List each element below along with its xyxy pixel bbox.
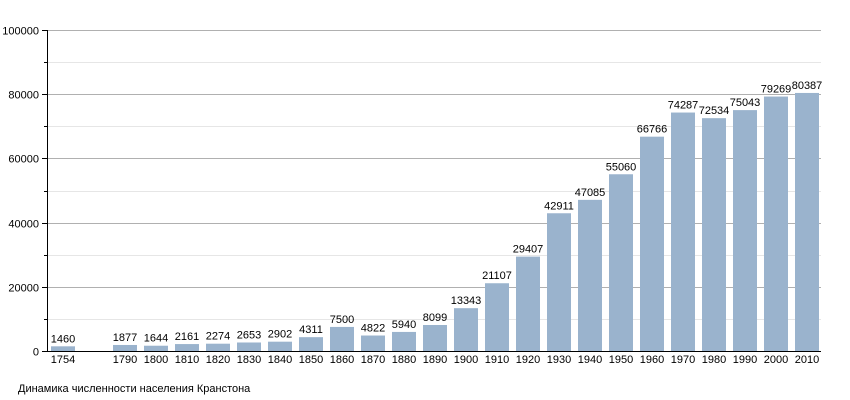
x-tick-label-1790: 1790 [113,354,137,366]
data-label-1890: 8099 [423,312,447,324]
x-tick-label-1920: 1920 [516,354,540,366]
bar-1980 [702,118,726,351]
data-label-1910: 21107 [482,270,512,282]
data-label-1980: 72534 [699,105,730,117]
data-label-1970: 74287 [668,100,699,112]
y-tick-label: 60000 [8,154,39,166]
x-tick-label-1960: 1960 [640,354,664,366]
bar-1850 [299,337,323,351]
chart-caption: Динамика численности населения Кранстона [18,383,251,395]
data-label-1810: 2161 [175,331,199,343]
data-label-1870: 4822 [361,323,385,335]
bar-1840 [268,341,292,351]
y-tick-label: 100000 [2,26,39,38]
axes: 0 20000 40000 60000 80000 100000 1754 1790 1800 1… [2,26,821,366]
bar-1960 [640,136,664,351]
data-label-1830: 2653 [237,329,261,341]
bar-1830 [237,342,261,351]
bar-1860 [330,326,354,351]
bar-1810 [175,344,199,351]
bar-1890 [423,325,447,351]
x-tick-label-1950: 1950 [609,354,633,366]
bar-1870 [361,335,385,351]
y-tick-label: 40000 [8,219,39,231]
data-label-1754: 1460 [51,333,75,345]
data-label-1920: 29407 [513,244,544,256]
bar-1920 [516,256,540,351]
bar-2000 [764,96,788,351]
bar-1900 [454,308,478,351]
y-tick-label: 0 [33,347,39,359]
data-label-1860: 7500 [330,314,354,326]
bar-1800 [144,345,168,351]
data-label-1850: 4311 [299,324,323,336]
bar-1820 [206,343,230,351]
x-tick-label-1890: 1890 [423,354,447,366]
data-labels: 1460 1877 1644 2161 2274 2653 2902 4311 7500 4822… [51,80,823,345]
bars [51,92,819,351]
x-tick-label-1800: 1800 [144,354,168,366]
data-label-1900: 13343 [451,295,482,307]
data-label-1960: 66766 [637,124,668,136]
bar-1910 [485,283,509,351]
data-label-1790: 1877 [113,332,137,344]
data-label-1950: 55060 [606,161,637,173]
x-tick-label-1754: 1754 [51,354,75,366]
data-label-1800: 1644 [144,333,168,345]
bar-1940 [578,199,602,351]
x-tick-label-1910: 1910 [485,354,509,366]
bar-1970 [671,112,695,351]
x-tick-label-1970: 1970 [671,354,695,366]
data-label-1880: 5940 [392,319,416,331]
x-tick-label-1940: 1940 [578,354,602,366]
x-tick-label-1860: 1860 [330,354,354,366]
bar-1754 [51,346,75,351]
data-label-2000: 79269 [761,84,792,96]
x-tick-label-1880: 1880 [392,354,416,366]
grid [47,30,821,320]
bar-1790 [113,344,137,351]
bar-2010 [795,92,819,351]
x-tick-label-1820: 1820 [206,354,230,366]
bar-1880 [392,331,416,351]
data-label-2010: 80387 [792,80,823,92]
bar-1930 [547,213,571,351]
x-tick-label-2000: 2000 [764,354,788,366]
x-tick-label-1990: 1990 [733,354,757,366]
data-label-1990: 75043 [730,97,761,109]
x-tick-label-1850: 1850 [299,354,323,366]
data-label-1820: 2274 [206,331,230,343]
data-label-1940: 47085 [575,187,606,199]
x-tick-label-1810: 1810 [175,354,199,366]
x-tick-label-1830: 1830 [237,354,261,366]
y-tick-label: 20000 [8,283,39,295]
x-tick-label-1900: 1900 [454,354,478,366]
y-tick-label: 80000 [8,90,39,102]
x-tick-label-1840: 1840 [268,354,292,366]
bar-1990 [733,110,757,351]
x-tick-label-2010: 2010 [795,354,819,366]
x-tick-label-1930: 1930 [547,354,571,366]
bar-1950 [609,174,633,351]
data-label-1930: 42911 [544,200,574,212]
x-tick-label-1870: 1870 [361,354,385,366]
x-tick-label-1980: 1980 [702,354,726,366]
data-label-1840: 2902 [268,329,292,341]
